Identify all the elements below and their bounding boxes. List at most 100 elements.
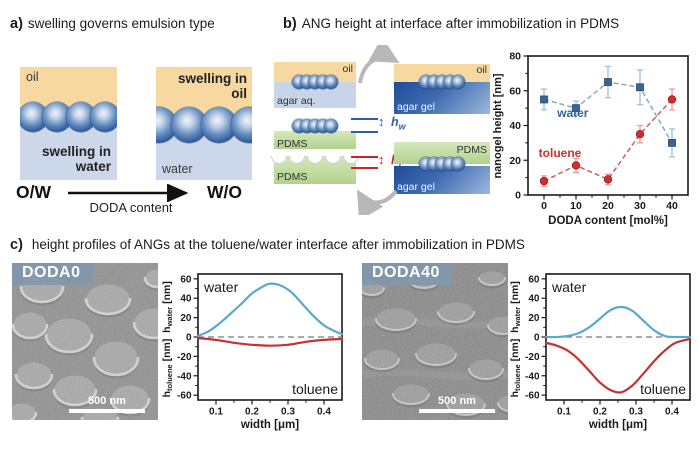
svg-text:water: water <box>203 279 239 295</box>
agar-aq-label: agar aq. <box>277 95 316 107</box>
panel-c-label: c) <box>10 237 23 253</box>
height-profile-chart-doda0: 60 40 20 0 -20 -40 -60 0.1 0.2 0.3 0.4 width [μm] hw… <box>161 273 344 431</box>
svg-text:0.1: 0.1 <box>209 407 223 418</box>
svg-text:width [μm]: width [μm] <box>240 419 299 431</box>
swelling-in-water-caption: swelling in water <box>41 143 111 174</box>
sem-micrograph <box>362 263 508 420</box>
pdms-label: PDMS <box>277 138 308 150</box>
svg-text:0: 0 <box>186 333 192 344</box>
panel-b-label: b) <box>283 16 297 32</box>
svg-text:hwater [nm]: hwater [nm] <box>509 281 522 333</box>
pdms-label: PDMS <box>456 144 487 156</box>
schematic-pdms-replica-water: PDMS <box>274 119 356 151</box>
updown-arrow-icon: ↕ <box>378 152 385 167</box>
cavity-row <box>271 156 359 164</box>
svg-text:40: 40 <box>528 294 540 305</box>
svg-text:-20: -20 <box>177 352 192 363</box>
svg-text:20: 20 <box>528 313 540 324</box>
schematic-pdms-replica-toluene: PDMS <box>271 156 359 184</box>
svg-text:0.4: 0.4 <box>665 407 679 418</box>
agar-gel-label: agar gel <box>397 101 435 113</box>
schematic-oil-agar-aq: oil agar aq. <box>274 62 356 108</box>
svg-text:60: 60 <box>180 274 192 285</box>
svg-text:40: 40 <box>509 120 521 132</box>
schematic-pdms-agar-gel: PDMS agar gel <box>394 142 490 194</box>
sem-image-doda0: DODA0 500 nm <box>12 263 158 420</box>
panel-b-title: ANG height at interface after immobiliza… <box>301 16 620 31</box>
svg-text:0.2: 0.2 <box>593 407 607 418</box>
svg-text:-20: -20 <box>525 352 540 363</box>
nanogel-particles <box>274 119 356 133</box>
svg-text:20: 20 <box>602 200 614 212</box>
doda-content-arrow <box>68 184 189 202</box>
hw-annotation: ↕ hw <box>351 114 413 138</box>
svg-text:htoluene [nm]: htoluene [nm] <box>161 339 174 398</box>
svg-text:0.3: 0.3 <box>629 407 643 418</box>
sem-image-doda40: DODA40 500 nm <box>362 263 508 420</box>
svg-text:width [μm]: width [μm] <box>588 419 647 431</box>
svg-text:60: 60 <box>528 274 540 285</box>
svg-text:20: 20 <box>509 155 521 167</box>
schematic-oil-agar-gel: oil agar gel <box>394 64 490 114</box>
svg-text:0.1: 0.1 <box>557 407 571 418</box>
svg-text:toluene: toluene <box>640 381 686 397</box>
water-label: water <box>162 162 193 176</box>
svg-text:40: 40 <box>180 294 192 305</box>
nanogel-particles <box>394 157 490 171</box>
svg-text:toluene: toluene <box>292 381 338 397</box>
svg-text:0.2: 0.2 <box>245 407 259 418</box>
svg-text:30: 30 <box>634 200 646 212</box>
scale-bar: 500 nm <box>69 395 145 413</box>
agar-gel-label: agar gel <box>397 181 435 193</box>
svg-text:-40: -40 <box>177 371 192 382</box>
pdms-slab <box>274 131 356 149</box>
scale-bar: 500 nm <box>419 395 495 413</box>
swelling-in-oil-caption: swelling in oil <box>177 71 247 102</box>
panel-a-header: a) swelling governs emulsion type <box>10 16 215 32</box>
svg-text:DODA content [mol%]: DODA content [mol%] <box>548 215 668 227</box>
nanogel-particles <box>156 107 252 143</box>
panel-c-header: c) height profiles of ANGs at the toluene… <box>10 237 525 253</box>
sem-label-doda40: DODA40 <box>362 263 452 285</box>
panel-b-header: b) ANG height at interface after immobili… <box>283 16 619 32</box>
oil-label: oil <box>26 70 39 84</box>
svg-text:60: 60 <box>509 85 521 97</box>
svg-text:0: 0 <box>534 333 540 344</box>
svg-text:0: 0 <box>515 190 521 202</box>
ow-emulsion-diagram: oil swelling in water <box>20 67 117 180</box>
svg-text:hwater [nm]: hwater [nm] <box>161 281 174 333</box>
svg-text:-60: -60 <box>177 391 192 402</box>
oil-label: oil <box>342 63 353 75</box>
nanogel-particles <box>20 102 117 132</box>
svg-text:-40: -40 <box>525 371 540 382</box>
svg-text:nanogel height [nm]: nanogel height [nm] <box>492 73 504 178</box>
wo-emulsion-diagram: swelling in oil water <box>156 67 252 180</box>
svg-text:water: water <box>551 279 587 295</box>
nanogel-particles <box>274 75 356 89</box>
svg-text:40: 40 <box>666 200 678 212</box>
wo-label: W/O <box>207 182 242 202</box>
panel-c-title: height profiles of ANGs at the toluene/w… <box>31 237 525 252</box>
svg-text:80: 80 <box>509 51 521 63</box>
pdms-phase <box>394 142 490 164</box>
svg-text:0: 0 <box>541 200 547 212</box>
doda-content-caption: DODA content <box>89 200 173 215</box>
sem-label-doda0: DODA0 <box>12 263 93 285</box>
svg-text:0.4: 0.4 <box>317 407 331 418</box>
svg-text:htoluene [nm]: htoluene [nm] <box>509 339 522 398</box>
nanogel-particles <box>394 75 490 89</box>
panel-a-label: a) <box>10 16 23 32</box>
oil-label: oil <box>476 64 487 76</box>
oil-phase <box>394 64 490 82</box>
svg-text:0.3: 0.3 <box>281 407 295 418</box>
svg-text:water: water <box>556 106 589 120</box>
svg-text:-60: -60 <box>525 391 540 402</box>
pdms-label: PDMS <box>277 171 308 183</box>
updown-arrow-icon: ↕ <box>378 114 385 129</box>
height-profile-chart-doda40: 60 40 20 0 -20 -40 -60 0.1 0.2 0.3 0.4 width [μm] hw… <box>509 273 692 431</box>
nanogel-height-chart: 0 20 40 60 80 0 10 20 30 40 DODA content [mol%] nan… <box>492 51 689 227</box>
svg-text:20: 20 <box>180 313 192 324</box>
svg-text:10: 10 <box>570 200 582 212</box>
svg-text:toluene: toluene <box>539 146 582 160</box>
panel-a-title: swelling governs emulsion type <box>27 16 215 31</box>
